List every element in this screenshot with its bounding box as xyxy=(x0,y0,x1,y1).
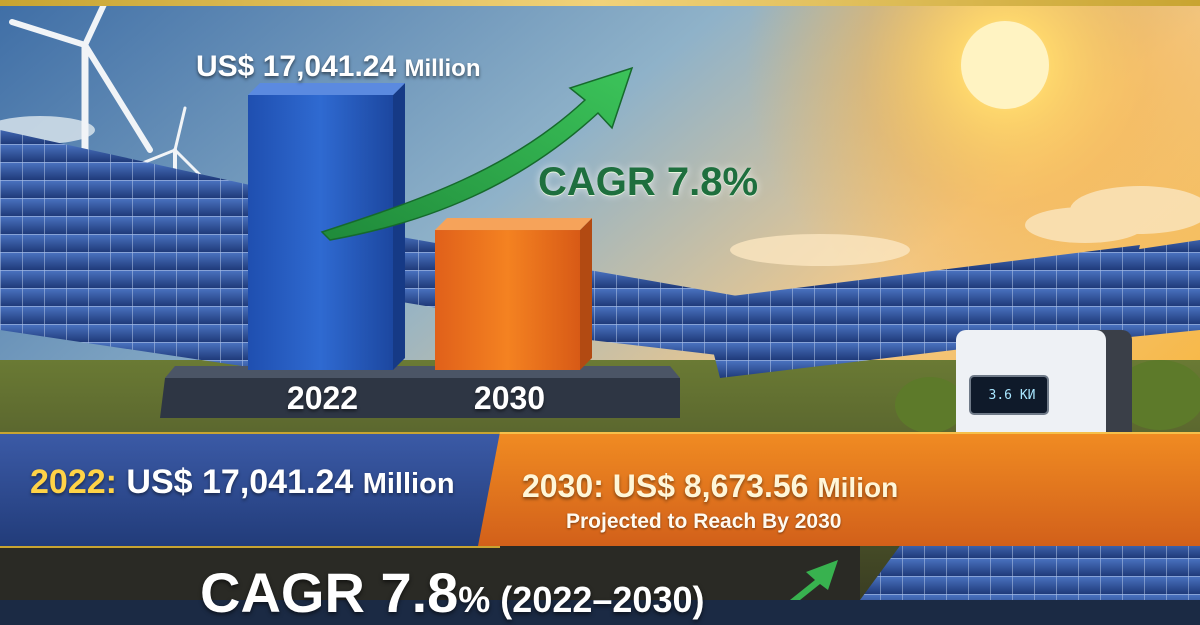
summary-band-2030 xyxy=(478,432,1200,546)
bottom-cagr-main: CAGR 7.8 xyxy=(200,561,459,624)
summary-2022-unit: Million xyxy=(362,468,455,500)
chart-title: US$ 17,041.24 Million xyxy=(196,50,480,84)
summary-2022-year: 2022: xyxy=(30,463,117,501)
summary-2030-text: 2030: US$ 8,673.56 Milion xyxy=(522,468,898,505)
top-accent-bar xyxy=(0,0,1200,6)
summary-2030-subtitle: Projected to Reach By 2030 xyxy=(566,510,842,533)
bar-side-2030 xyxy=(580,218,592,370)
growth-arrow xyxy=(320,66,634,241)
x-tick-2022: 2022 xyxy=(286,380,359,416)
small-growth-arrow xyxy=(790,560,838,600)
background-scene xyxy=(0,0,1200,600)
bottom-cagr-text: CAGR 7.8% (2022–2030) xyxy=(200,560,704,625)
inverter-display-readout: 3.6 KИ xyxy=(988,388,1036,403)
summary-2030-unit: Milion xyxy=(817,472,899,503)
summary-2022-text: 2022: US$ 17,041.24 Million xyxy=(30,463,455,502)
bar-top-2022 xyxy=(248,83,405,95)
summary-2022-value: US$ 17,041.24 xyxy=(126,463,354,501)
x-tick-2030: 2030 xyxy=(473,380,546,416)
bar-top-2030 xyxy=(435,218,592,231)
bar-2030 xyxy=(435,230,580,370)
title-unit: Million xyxy=(404,55,481,82)
summary-2030-value: US$ 8,673.56 xyxy=(612,468,809,504)
cagr-annotation: CAGR 7.8% xyxy=(538,160,759,204)
bar-2022 xyxy=(248,95,393,370)
summary-2030-year: 2030: xyxy=(522,468,604,504)
title-value: US$ 17,041.24 xyxy=(196,50,397,83)
summary-band-2022 xyxy=(0,432,500,548)
bar-side-2022 xyxy=(393,83,405,370)
